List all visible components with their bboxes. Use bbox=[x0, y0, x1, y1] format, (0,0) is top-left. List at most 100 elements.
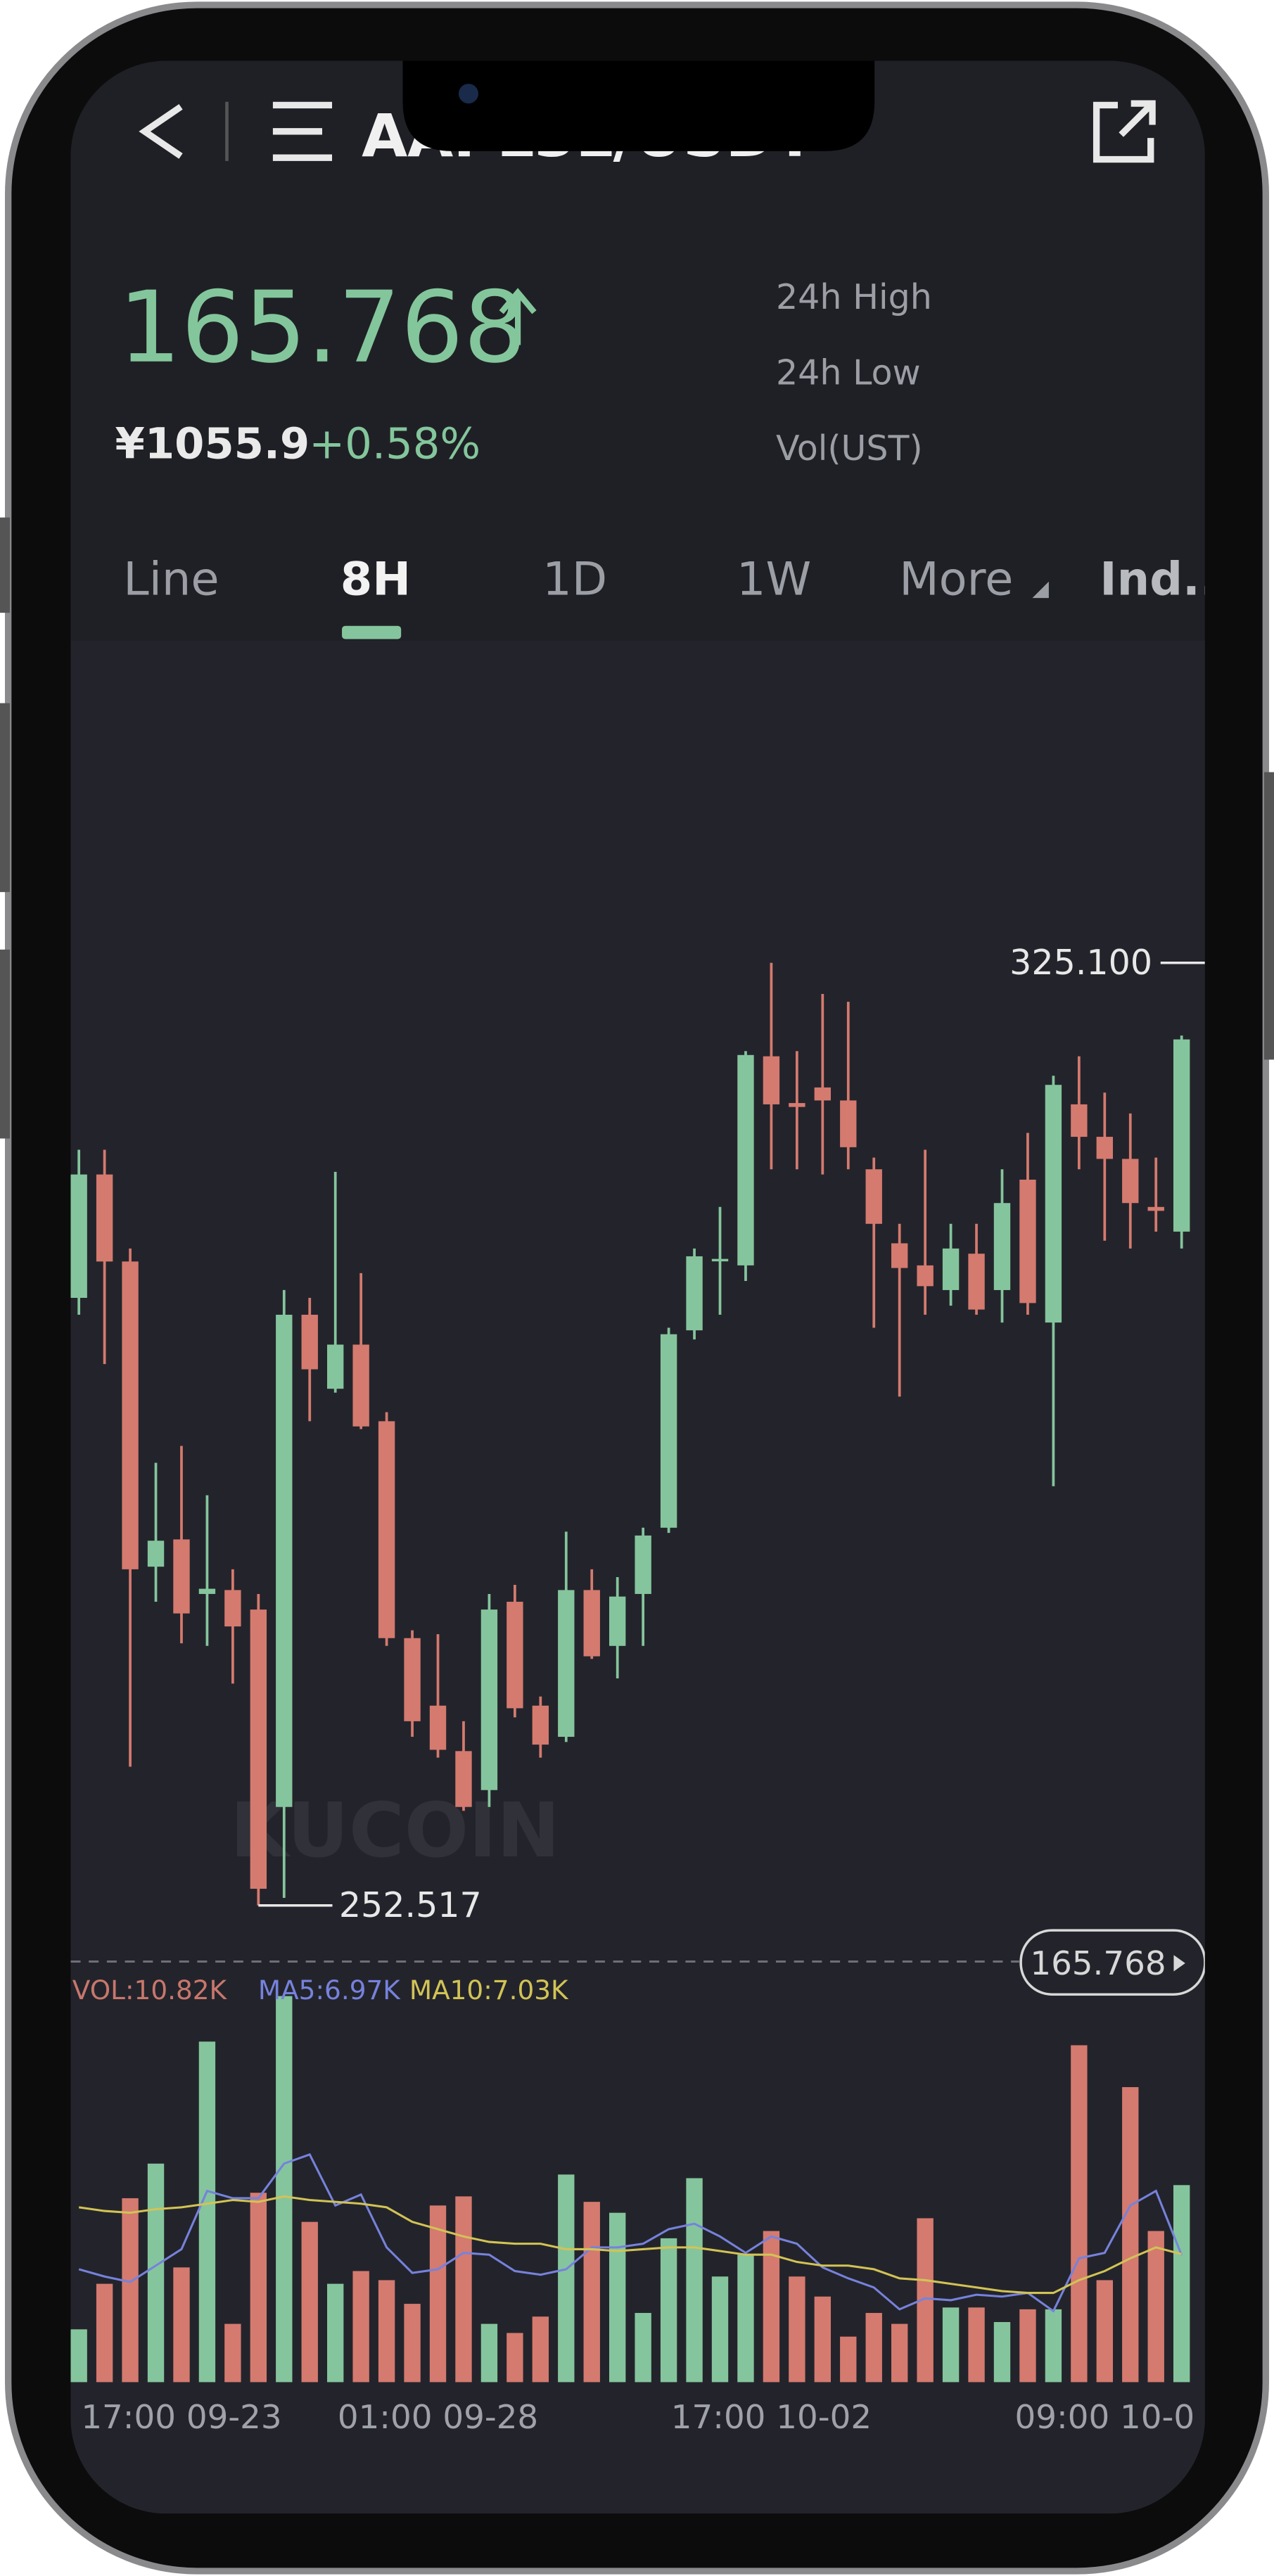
candle-body bbox=[70, 1174, 87, 1299]
volume-bar bbox=[507, 2333, 523, 2383]
candle-body bbox=[814, 1087, 832, 1101]
side-button bbox=[1263, 772, 1274, 1060]
volume-bar bbox=[301, 2221, 318, 2383]
volume-bar bbox=[993, 2321, 1011, 2383]
legend-entry: MA10:7.03K bbox=[409, 1975, 569, 2006]
volume-bar bbox=[686, 2178, 703, 2383]
candle-body bbox=[865, 1169, 882, 1224]
volume-bar bbox=[1019, 2309, 1036, 2383]
candle-body bbox=[789, 1103, 805, 1107]
volume-bar bbox=[814, 2296, 832, 2383]
min-label: 252.517 bbox=[339, 1885, 482, 1925]
volume-bar bbox=[840, 2336, 857, 2383]
candle-body bbox=[378, 1421, 395, 1638]
candle-body bbox=[507, 1602, 523, 1709]
volume-bar bbox=[583, 2202, 600, 2383]
volume-bar bbox=[660, 2238, 677, 2383]
ma-line bbox=[78, 2195, 1183, 2295]
volume-bar bbox=[70, 2329, 87, 2383]
candle-body bbox=[198, 1588, 216, 1594]
last-price-box bbox=[1019, 1929, 1205, 1996]
candle-body bbox=[1147, 1206, 1164, 1211]
candle-body bbox=[635, 1535, 651, 1594]
volume-bar bbox=[122, 2198, 139, 2383]
volume-bar bbox=[276, 1996, 293, 2383]
candle-body bbox=[763, 1056, 780, 1104]
volume-bar bbox=[1122, 2087, 1139, 2383]
volume-bar bbox=[942, 2307, 960, 2383]
volume-bar bbox=[1045, 2309, 1062, 2383]
candle-body bbox=[455, 1751, 472, 1807]
volume-bar bbox=[455, 2196, 472, 2383]
legend-vol: VOL:10.82K bbox=[72, 1975, 228, 2006]
notch bbox=[402, 60, 875, 151]
price-change: +0.58% bbox=[309, 420, 480, 469]
volume-bar bbox=[968, 2307, 985, 2383]
share-button[interactable] bbox=[1093, 100, 1156, 163]
candle-body bbox=[122, 1261, 139, 1569]
tab[interactable]: 1W bbox=[737, 552, 811, 606]
side-button bbox=[0, 949, 11, 1139]
volume-bar bbox=[789, 2276, 805, 2383]
volume-bar bbox=[763, 2231, 780, 2383]
candle-body bbox=[737, 1054, 754, 1265]
volume-bar bbox=[865, 2313, 882, 2383]
candle-body bbox=[276, 1315, 293, 1807]
volume-bar bbox=[429, 2205, 447, 2383]
x-tick-label: 17:00 09-23 bbox=[81, 2399, 281, 2437]
up-arrow bbox=[499, 288, 537, 345]
tab[interactable]: Ind.. bbox=[1100, 552, 1217, 606]
candle-body bbox=[917, 1265, 934, 1287]
side-button bbox=[0, 517, 11, 613]
camera bbox=[458, 84, 479, 104]
x-tick-label: 09:00 10-0 bbox=[1015, 2399, 1195, 2437]
tab-underline bbox=[342, 625, 402, 639]
candle-body bbox=[1045, 1085, 1062, 1323]
candle-body bbox=[1019, 1180, 1036, 1303]
candle-body bbox=[352, 1344, 369, 1427]
candle-body bbox=[660, 1334, 677, 1528]
volume-bar bbox=[378, 2280, 395, 2383]
candle-body bbox=[968, 1254, 985, 1310]
tab[interactable]: Line bbox=[123, 552, 219, 606]
candle-body bbox=[480, 1609, 498, 1790]
legend-entry: MA5:6.97K bbox=[258, 1975, 401, 2006]
volume-bar bbox=[327, 2283, 344, 2383]
volume-bar bbox=[147, 2163, 165, 2383]
candle-body bbox=[1071, 1104, 1088, 1137]
volume-bar bbox=[609, 2212, 626, 2383]
side-button bbox=[0, 703, 11, 893]
last-price-label: 165.768 bbox=[1030, 1945, 1166, 1983]
menu-button[interactable] bbox=[272, 101, 333, 161]
max-label: 325.100 bbox=[1009, 942, 1152, 983]
volume-bar bbox=[891, 2323, 908, 2383]
fiat-price: ¥1055.9 bbox=[115, 420, 310, 469]
candle-body bbox=[224, 1590, 241, 1627]
candle-body bbox=[532, 1705, 549, 1745]
tab[interactable]: More bbox=[899, 552, 1013, 606]
candle-body bbox=[686, 1256, 703, 1331]
candle-body bbox=[993, 1203, 1011, 1290]
chart: KUCOIN 17:00 09-23 01:00 09-28 17:00 10-02… bbox=[70, 942, 1205, 2437]
volume-bar bbox=[1096, 2280, 1113, 2383]
candle-body bbox=[583, 1590, 600, 1657]
volume-bar bbox=[224, 2323, 241, 2383]
ma-line bbox=[78, 2153, 1183, 2313]
candle-body bbox=[711, 1258, 729, 1262]
volume-bar bbox=[1173, 2185, 1190, 2383]
stat-label: Vol(UST) bbox=[776, 428, 923, 468]
volume-bar bbox=[250, 2193, 267, 2383]
volume-bar bbox=[96, 2283, 113, 2383]
candle-body bbox=[609, 1596, 626, 1646]
volume-bar bbox=[558, 2174, 575, 2383]
tab[interactable]: 1D bbox=[542, 552, 607, 606]
back-button[interactable] bbox=[139, 103, 183, 159]
candle-body bbox=[147, 1541, 165, 1567]
volume-bar bbox=[635, 2313, 651, 2383]
volume-bar bbox=[173, 2267, 190, 2383]
volume-bar bbox=[711, 2276, 729, 2383]
tab-active[interactable]: 8H bbox=[340, 552, 411, 606]
x-tick-label: 01:00 09-28 bbox=[338, 2399, 538, 2437]
